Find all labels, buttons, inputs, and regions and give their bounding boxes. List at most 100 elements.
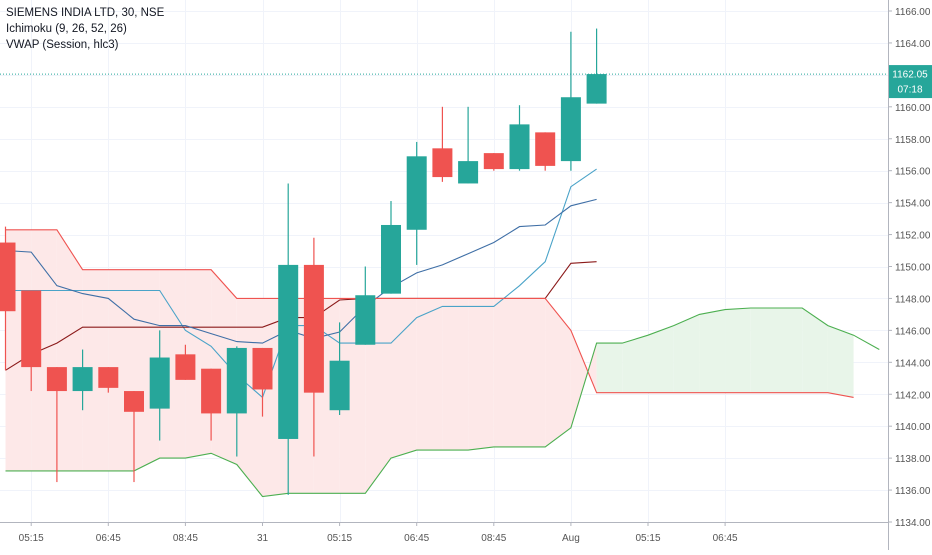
candle-up[interactable] xyxy=(509,105,530,171)
y-tick-label: 1148.00 xyxy=(895,294,931,305)
candle-down[interactable] xyxy=(432,106,453,182)
y-tick-label: 1144.00 xyxy=(895,358,931,369)
legend-ichimoku[interactable]: Ichimoku (9, 26, 52, 26) xyxy=(6,23,127,35)
y-tick-label: 1140.00 xyxy=(895,422,931,433)
x-tick-label: 05:15 xyxy=(19,533,44,544)
cloud-segment-bullish xyxy=(622,335,648,393)
y-tick-label: 1164.00 xyxy=(895,39,931,50)
candle-up[interactable] xyxy=(586,28,607,104)
cloud-segment-bearish xyxy=(442,298,469,451)
y-tick-label: 1138.00 xyxy=(895,454,931,465)
candle-up[interactable] xyxy=(406,141,427,265)
candle-up[interactable] xyxy=(226,346,247,457)
x-tick-label: 06:45 xyxy=(96,533,121,544)
candles[interactable] xyxy=(0,28,607,495)
cloud-segment-bearish xyxy=(339,298,366,494)
indicator-lines xyxy=(0,73,888,498)
y-tick-label: 1136.00 xyxy=(895,486,931,497)
cloud-segment-bullish xyxy=(802,308,828,393)
cloud-segment-bearish xyxy=(56,229,83,471)
candle-down[interactable] xyxy=(46,367,67,483)
candle-body xyxy=(21,290,42,368)
x-tick-label: 05:15 xyxy=(327,533,352,544)
cloud-segment-bearish xyxy=(416,298,443,451)
cloud-segment-bearish xyxy=(134,269,160,471)
candle-down[interactable] xyxy=(483,153,504,171)
cloud-segment-bearish xyxy=(211,269,237,465)
candle-down[interactable] xyxy=(98,367,119,393)
candle-up[interactable] xyxy=(329,322,350,416)
candle-body xyxy=(355,295,376,345)
candle-body xyxy=(72,367,93,392)
cloud-segment-bearish xyxy=(545,298,571,447)
candle-body xyxy=(483,153,504,170)
candle-body xyxy=(0,242,16,312)
y-tick-label: 1152.00 xyxy=(895,231,931,242)
candle-down[interactable] xyxy=(201,368,222,441)
y-tick-label: 1146.00 xyxy=(895,326,931,337)
candle-down[interactable] xyxy=(21,290,42,392)
cloud-segment-bearish xyxy=(391,298,417,459)
cloud-segment-bearish xyxy=(365,298,391,494)
candle-body xyxy=(303,264,324,393)
y-tick-label: 1134.00 xyxy=(895,518,931,529)
x-tick-label: Aug xyxy=(562,533,580,544)
y-tick-label: 1166.00 xyxy=(895,7,931,18)
x-tick-label: 08:45 xyxy=(481,533,506,544)
price-badge-value: 1162.05 xyxy=(892,70,928,81)
candle-up[interactable] xyxy=(278,183,299,495)
candle-body xyxy=(432,148,453,178)
candle-up[interactable] xyxy=(458,106,479,184)
cloud-segment-bullish xyxy=(596,343,623,393)
last-price-badge: 1162.05 07:18 xyxy=(889,65,932,99)
candle-up[interactable] xyxy=(381,201,401,294)
candle-body xyxy=(406,156,427,230)
leading-span-a-line xyxy=(5,307,880,498)
cloud-segment-bullish xyxy=(827,325,854,398)
candle-body xyxy=(586,74,607,104)
candle-down[interactable] xyxy=(252,347,273,417)
cloud-segment-bearish xyxy=(493,298,520,447)
candle-body xyxy=(252,347,273,390)
candle-body xyxy=(175,354,196,380)
candle-body xyxy=(509,124,530,170)
candle-up[interactable] xyxy=(72,349,93,411)
legend-vwap[interactable]: VWAP (Session, hlc3) xyxy=(6,39,119,51)
candle-body xyxy=(560,97,581,162)
candle-body xyxy=(124,391,144,412)
candle-body xyxy=(458,161,479,184)
candle-down[interactable] xyxy=(124,391,144,483)
chart-legend: SIEMENS INDIA LTD, 30, NSE Ichimoku (9, … xyxy=(6,5,164,53)
candle-body xyxy=(46,367,67,392)
candle-body xyxy=(149,357,170,409)
candle-down[interactable] xyxy=(175,344,196,380)
cloud-segment-bearish xyxy=(519,298,546,447)
candle-up[interactable] xyxy=(149,330,170,441)
leading-span-b-line xyxy=(5,229,854,398)
cloud-segment-bullish xyxy=(750,308,777,393)
candle-body xyxy=(535,132,556,166)
candle-down[interactable] xyxy=(0,226,16,371)
candle-up[interactable] xyxy=(355,266,376,345)
price-badge-countdown: 07:18 xyxy=(897,85,922,96)
candle-body xyxy=(201,368,222,414)
cloud-segment-bullish xyxy=(699,309,726,393)
candle-down[interactable] xyxy=(535,132,556,171)
candle-body xyxy=(226,347,247,414)
candle-body xyxy=(98,367,119,388)
cloud-segment-bearish xyxy=(570,330,597,428)
y-tick-label: 1154.00 xyxy=(895,199,931,210)
legend-symbol[interactable]: SIEMENS INDIA LTD, 30, NSE xyxy=(6,7,165,19)
x-tick-label: 08:45 xyxy=(173,533,198,544)
y-tick-label: 1156.00 xyxy=(895,167,931,178)
candle-up[interactable] xyxy=(560,31,581,171)
y-tick-label: 1160.00 xyxy=(895,103,931,114)
candle-body xyxy=(329,360,350,411)
cloud-segment-bearish xyxy=(159,269,186,459)
candle-down[interactable] xyxy=(303,237,324,457)
cloud-segment-bullish xyxy=(776,308,803,393)
x-tick-label: 05:15 xyxy=(635,533,660,544)
